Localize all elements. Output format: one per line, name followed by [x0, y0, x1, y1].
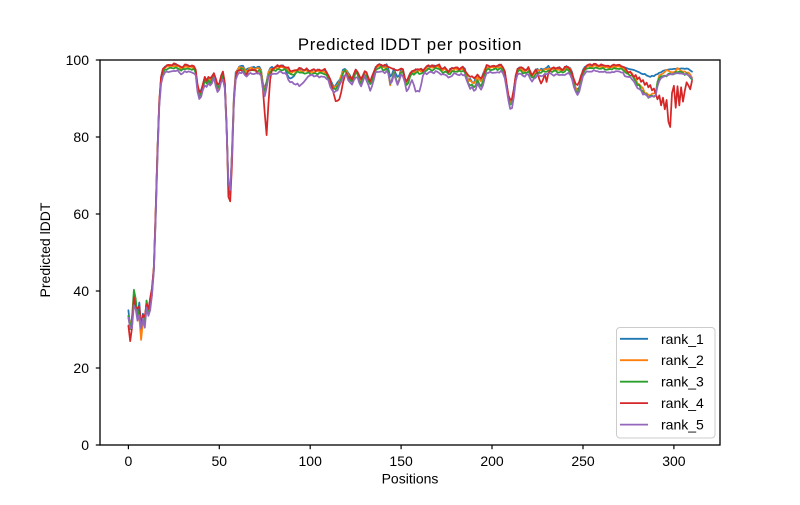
- svg-text:rank_2: rank_2: [661, 352, 704, 368]
- svg-text:rank_5: rank_5: [661, 417, 704, 433]
- svg-text:100: 100: [299, 453, 323, 469]
- svg-text:Predicted lDDT per position: Predicted lDDT per position: [298, 35, 522, 54]
- svg-text:0: 0: [125, 453, 133, 469]
- svg-text:rank_1: rank_1: [661, 331, 704, 347]
- svg-text:40: 40: [73, 283, 89, 299]
- svg-text:rank_4: rank_4: [661, 395, 704, 411]
- svg-text:100: 100: [66, 52, 90, 68]
- svg-text:60: 60: [73, 206, 89, 222]
- svg-text:150: 150: [389, 453, 413, 469]
- svg-text:0: 0: [81, 437, 89, 453]
- svg-text:250: 250: [571, 453, 595, 469]
- svg-text:Positions: Positions: [382, 471, 439, 487]
- svg-text:200: 200: [480, 453, 504, 469]
- svg-text:80: 80: [73, 129, 89, 145]
- svg-text:rank_3: rank_3: [661, 374, 704, 390]
- svg-text:Predicted lDDT: Predicted lDDT: [37, 202, 53, 297]
- svg-text:50: 50: [212, 453, 228, 469]
- svg-text:300: 300: [662, 453, 686, 469]
- svg-text:20: 20: [73, 360, 89, 376]
